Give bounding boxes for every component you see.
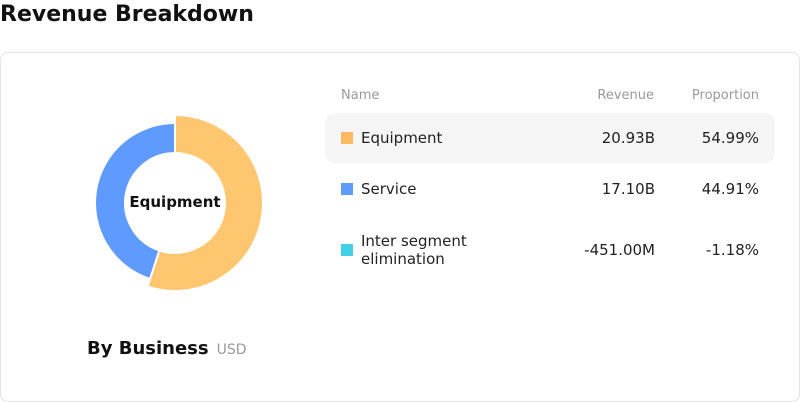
page-title: Revenue Breakdown (0, 2, 254, 27)
legend-swatch (341, 183, 353, 195)
donut-slice-service[interactable] (94, 121, 176, 281)
legend-row[interactable]: Equipment 20.93B 54.99% (325, 113, 775, 163)
currency-unit: USD (216, 342, 247, 358)
donut-center-label: Equipment (129, 193, 220, 211)
legend-proportion: 54.99% (701, 129, 759, 147)
legend-swatch (341, 244, 353, 256)
legend-name: Service (361, 180, 417, 198)
legend-proportion: -1.18% (705, 241, 759, 259)
legend-row[interactable]: Service 17.10B 44.91% (325, 164, 775, 214)
chart-subtitle: By Business USD (87, 338, 247, 359)
subtitle-text: By Business (87, 338, 209, 359)
legend-revenue: 17.10B (601, 180, 655, 198)
column-header-name: Name (341, 88, 380, 103)
donut-chart: Equipment (94, 113, 264, 292)
legend-name: Equipment (361, 129, 443, 147)
column-header-proportion: Proportion (691, 88, 759, 103)
legend-revenue: -451.00M (584, 241, 655, 259)
column-header-revenue: Revenue (597, 88, 654, 103)
legend-revenue: 20.93B (601, 129, 655, 147)
legend-swatch (341, 132, 353, 144)
legend-proportion: 44.91% (701, 180, 759, 198)
donut-slice-equipment[interactable] (146, 113, 264, 292)
legend-name: Inter segment elimination (361, 232, 467, 268)
legend-row[interactable]: Inter segment elimination -451.00M -1.18… (325, 225, 775, 275)
